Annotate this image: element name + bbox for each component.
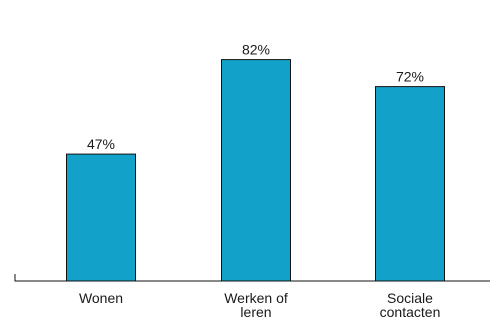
data-label-2: 82% <box>242 42 270 58</box>
data-label-1: 47% <box>87 136 115 152</box>
category-label-2: Werken of leren <box>224 290 288 320</box>
bar-1 <box>66 153 136 282</box>
category-label-3-line-2: contacten <box>380 304 441 320</box>
bar-2 <box>221 59 291 282</box>
bars-group <box>66 59 445 282</box>
bar-3 <box>375 86 445 282</box>
x-axis-line <box>14 274 490 282</box>
category-labels-group: Wonen Werken of leren Sociale contacten <box>79 290 440 320</box>
category-label-2-line-1: Werken of <box>224 290 288 306</box>
data-labels-group: 47% 82% 72% <box>87 42 424 153</box>
category-label-1-line-1: Wonen <box>79 290 123 306</box>
category-label-2-line-2: leren <box>240 304 271 320</box>
data-label-3: 72% <box>396 69 424 85</box>
category-label-3-line-1: Sociale <box>387 290 433 306</box>
category-label-1: Wonen <box>79 290 123 306</box>
category-label-3: Sociale contacten <box>380 290 441 320</box>
